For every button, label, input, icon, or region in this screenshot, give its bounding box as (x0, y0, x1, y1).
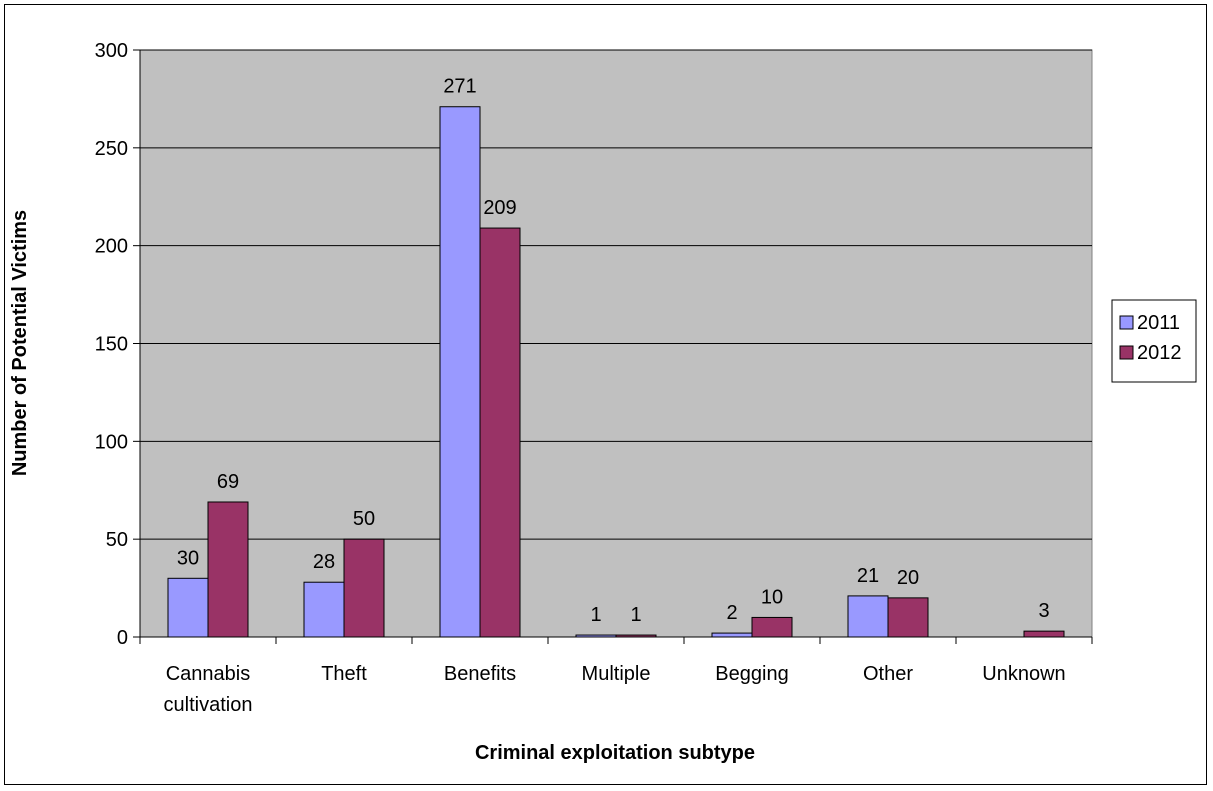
bar-2012-6 (1023, 630, 1065, 638)
bar-2012-0 (207, 501, 249, 638)
bar-2011-4 (711, 632, 753, 638)
y-axis-title: Number of Potential Victims (9, 210, 31, 476)
y-tick-label: 250 (95, 138, 128, 160)
data-label: 3 (1038, 600, 1049, 622)
x-category-label: Other (863, 663, 913, 685)
x-category-label: Cannabis (166, 663, 251, 685)
x-axis-title: Criminal exploitation subtype (475, 742, 755, 764)
gridlines (140, 49, 1092, 540)
x-category-label: cultivation (164, 694, 253, 716)
bar-2012-4 (751, 616, 793, 638)
bar-2012-2 (479, 227, 521, 638)
legend-box (1111, 299, 1197, 383)
legend: 2011 2012 (1111, 299, 1197, 383)
x-category-label: Begging (715, 663, 788, 685)
data-label: 69 (217, 471, 239, 493)
y-tick-label: 0 (117, 627, 128, 649)
y-tick-label: 100 (95, 431, 128, 453)
data-label: 1 (630, 604, 641, 626)
bar-2012-5 (887, 597, 929, 638)
data-label: 20 (897, 567, 919, 589)
data-label: 1 (590, 604, 601, 626)
bar-2011-5 (847, 595, 889, 638)
data-label: 28 (313, 551, 335, 573)
data-label: 209 (483, 197, 516, 219)
bar-2012-1 (343, 538, 385, 638)
data-labels: 30 69 28 50 271 209 1 1 2 10 21 20 3 (177, 76, 1050, 626)
data-label: 271 (443, 76, 476, 98)
bar-2011-1 (303, 581, 345, 638)
y-tick-label: 50 (106, 529, 128, 551)
x-category-label: Unknown (982, 663, 1065, 685)
data-label: 10 (761, 586, 783, 608)
legend-label-2011: 2011 (1137, 312, 1180, 334)
x-category-label: Multiple (582, 663, 651, 685)
data-label: 50 (353, 508, 375, 530)
y-tick-label: 300 (95, 40, 128, 62)
data-label: 30 (177, 547, 199, 569)
data-label: 2 (726, 602, 737, 624)
legend-swatch-2012 (1119, 345, 1134, 360)
bar-2011-0 (167, 577, 209, 638)
category-labels: Cannabis cultivation Theft Benefits Multiple… (164, 663, 1066, 716)
bar-2011-2 (439, 106, 481, 638)
y-tick-label: 150 (95, 334, 128, 356)
y-tick-label: 200 (95, 236, 128, 258)
tick-labels: 0 50 100 150 200 250 300 (95, 40, 128, 649)
x-category-label: Theft (321, 663, 367, 685)
bars (167, 106, 1065, 638)
data-label: 21 (857, 565, 879, 587)
legend-label-2012: 2012 (1137, 342, 1182, 364)
legend-swatch-2011 (1119, 315, 1134, 330)
axes (133, 49, 1093, 644)
x-category-label: Benefits (444, 663, 516, 685)
